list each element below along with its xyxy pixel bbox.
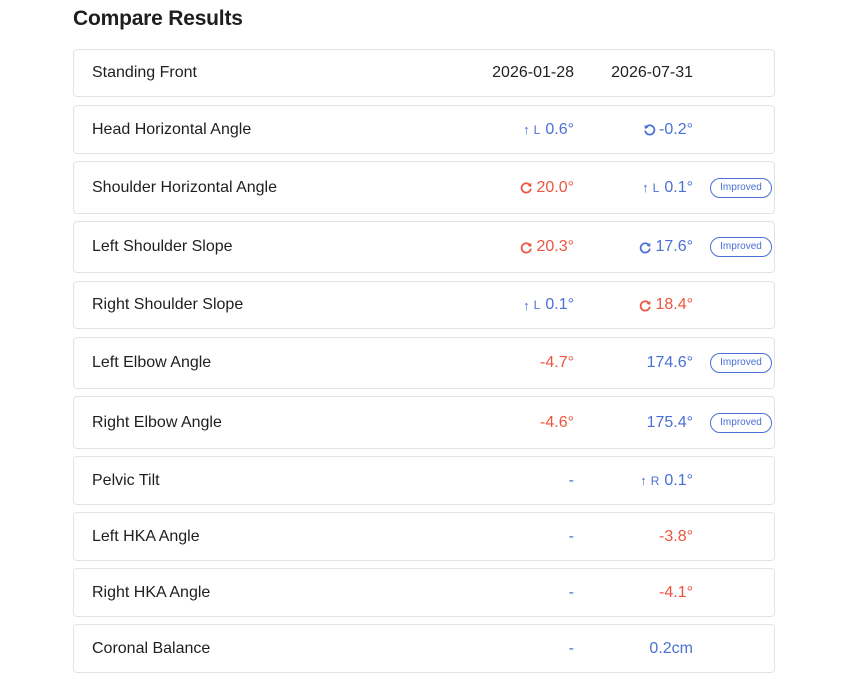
value-text: -: [568, 471, 574, 489]
page-title: Compare Results: [73, 7, 243, 30]
rotate-cw-icon: [639, 241, 652, 254]
table-header-row: Standing Front 2026-01-28 2026-07-31: [73, 49, 775, 97]
up-arrow-icon: ↑: [523, 297, 530, 313]
value-date-1: -4.7°: [540, 354, 574, 372]
table-row: Right Elbow Angle -4.6° 175.4° Improved: [73, 396, 775, 449]
table-row: Coronal Balance - 0.2cm: [73, 624, 775, 673]
value-text: 0.1°: [545, 296, 574, 313]
value-text: 0.1°: [664, 178, 693, 196]
metric-label: Right HKA Angle: [92, 583, 211, 601]
value-text: -4.1°: [659, 583, 693, 601]
value-date-2: -4.1°: [659, 584, 693, 602]
metric-label: Left HKA Angle: [92, 527, 200, 545]
value-date-1: -: [569, 640, 574, 658]
value-date-1: -4.6°: [540, 414, 574, 432]
value-text: -0.2°: [659, 120, 693, 138]
value-date-1: -: [569, 472, 574, 490]
value-text: 0.1°: [664, 471, 693, 489]
value-text: -: [568, 639, 574, 657]
side-indicator: L: [652, 180, 660, 195]
value-date-2: ↑ R 0.1°: [640, 472, 693, 490]
table-row: Head Horizontal Angle ↑ L 0.6° -0.2°: [73, 105, 775, 154]
value-date-2: -3.8°: [659, 528, 693, 546]
rotate-cw-icon: [520, 181, 533, 194]
value-text: -4.7°: [540, 354, 574, 371]
value-text: 0.2cm: [649, 639, 693, 657]
table-row: Pelvic Tilt - ↑ R 0.1°: [73, 456, 775, 505]
value-date-2: -0.2°: [643, 121, 693, 139]
metric-label: Left Shoulder Slope: [92, 238, 233, 255]
value-date-1: ↑ L 0.1°: [523, 296, 574, 314]
date-column-1: 2026-01-28: [492, 64, 574, 81]
posture-view-label: Standing Front: [92, 64, 197, 81]
value-date-2: 175.4°: [647, 414, 693, 432]
value-text: 18.4°: [655, 296, 693, 313]
value-date-1: 20.3°: [520, 238, 574, 256]
value-date-2: 18.4°: [639, 296, 693, 314]
table-row: Left Elbow Angle -4.7° 174.6° Improved: [73, 337, 775, 389]
value-text: -: [568, 527, 574, 545]
value-date-1: ↑ L 0.6°: [523, 121, 574, 139]
improved-badge: Improved: [710, 177, 772, 198]
value-text: 17.6°: [655, 238, 693, 255]
side-indicator: R: [650, 473, 660, 488]
up-arrow-icon: ↑: [523, 122, 530, 137]
table-row: Left HKA Angle - -3.8°: [73, 512, 775, 561]
value-date-2: ↑ L 0.1°: [642, 179, 693, 197]
value-date-1: -: [569, 528, 574, 546]
value-text: 20.0°: [536, 178, 574, 196]
metric-label: Right Elbow Angle: [92, 413, 222, 431]
improved-badge: Improved: [710, 353, 772, 373]
table-row: Right Shoulder Slope ↑ L 0.1° 18.4°: [73, 281, 775, 329]
rotate-ccw-icon: [643, 123, 656, 136]
value-date-2: 174.6°: [647, 354, 693, 372]
value-text: 175.4°: [646, 413, 693, 431]
value-text: 20.3°: [536, 238, 574, 255]
value-date-2: 0.2cm: [649, 640, 693, 658]
up-arrow-icon: ↑: [640, 473, 647, 488]
table-row: Right HKA Angle - -4.1°: [73, 568, 775, 617]
metric-label: Coronal Balance: [92, 639, 211, 657]
rotate-cw-icon: [520, 241, 533, 254]
metric-label: Shoulder Horizontal Angle: [92, 178, 278, 196]
improved-badge: Improved: [710, 412, 772, 433]
metric-label: Head Horizontal Angle: [92, 120, 252, 138]
metric-label: Left Elbow Angle: [92, 354, 212, 371]
side-indicator: L: [533, 122, 541, 137]
value-text: 174.6°: [646, 354, 693, 371]
rotate-cw-icon: [639, 299, 652, 312]
value-date-1: -: [569, 584, 574, 602]
value-date-2: 17.6°: [639, 238, 693, 256]
value-text: -: [568, 583, 574, 601]
table-row: Shoulder Horizontal Angle 20.0° ↑ L 0.1° Impr…: [73, 161, 775, 214]
metric-label: Right Shoulder Slope: [92, 296, 244, 313]
table-row: Left Shoulder Slope 20.3° 17.6° Improved: [73, 221, 775, 273]
side-indicator: L: [533, 298, 541, 312]
metric-label: Pelvic Tilt: [92, 471, 160, 489]
date-column-2: 2026-07-31: [611, 64, 693, 81]
improved-badge: Improved: [710, 237, 772, 257]
up-arrow-icon: ↑: [642, 180, 649, 195]
value-date-1: 20.0°: [520, 179, 574, 197]
value-text: -3.8°: [659, 527, 693, 545]
value-text: -4.6°: [540, 413, 574, 431]
value-text: 0.6°: [545, 120, 574, 138]
